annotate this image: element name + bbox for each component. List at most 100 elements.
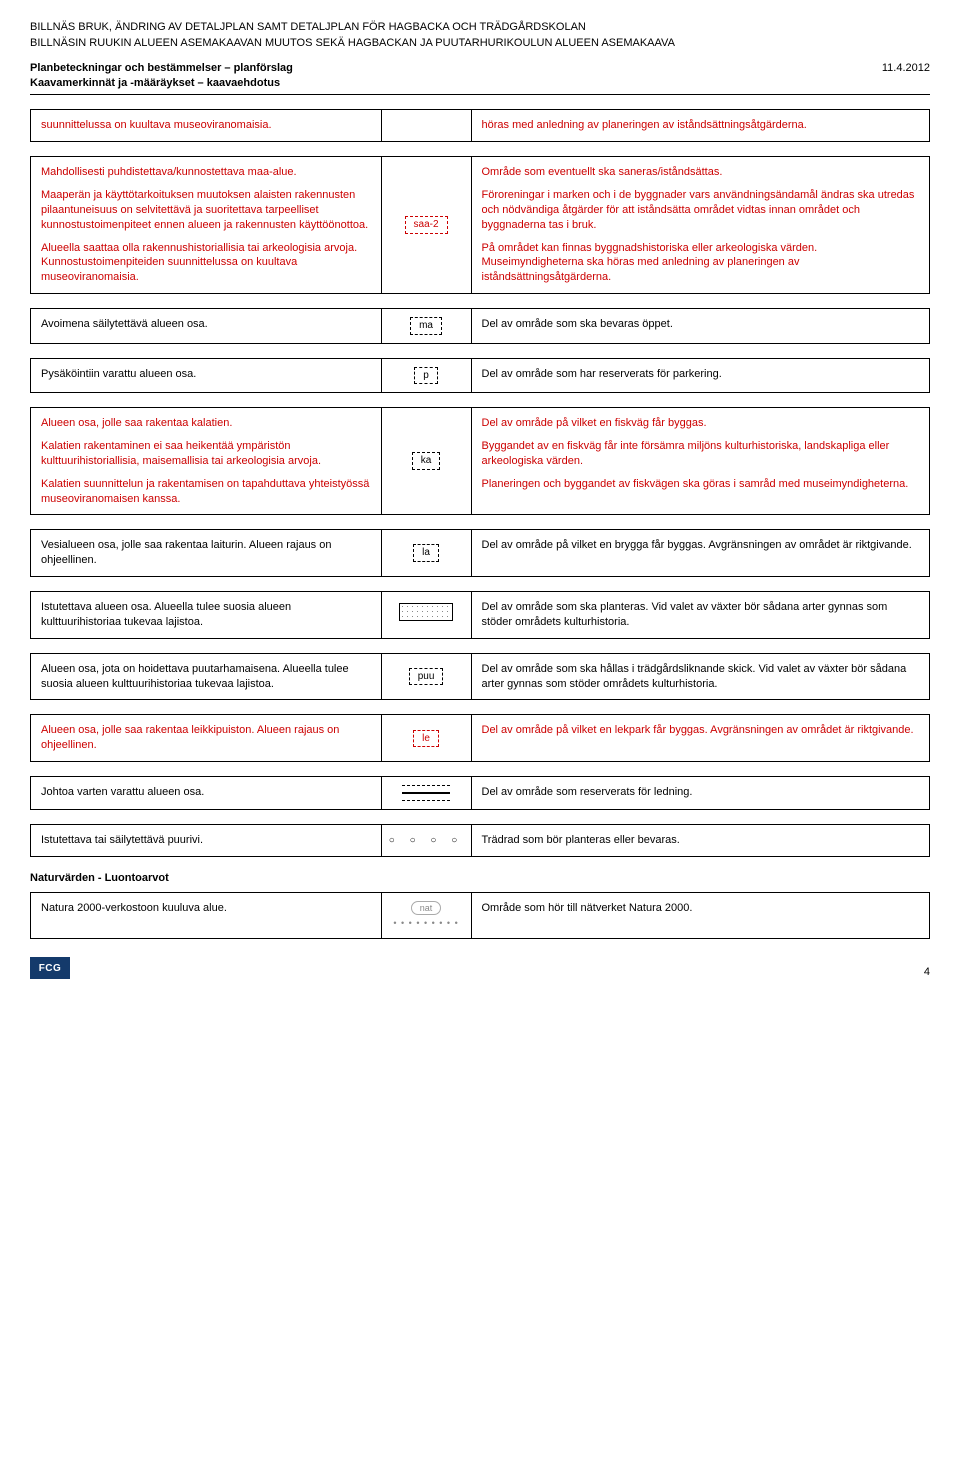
cell-left: suunnittelussa on kuultava museoviranoma…	[31, 110, 382, 142]
cell-text: Område som hör till nätverket Natura 200…	[482, 901, 920, 916]
cell-left: Johtoa varten varattu alueen osa.	[31, 777, 382, 810]
cell-text: suunnittelussa on kuultava museoviranoma…	[41, 118, 371, 133]
cell-mid: ma	[381, 309, 471, 344]
cell-mid: saa-2	[381, 157, 471, 294]
cell-right: Del av område på vilket en fiskväg får b…	[471, 408, 930, 515]
cell-text: Del av område som ska planteras. Vid val…	[482, 600, 920, 630]
cell-text: Avoimena säilytettävä alueen osa.	[41, 317, 371, 332]
header-plan-sv: Planbeteckningar och bestämmelser – plan…	[30, 62, 293, 74]
cell-text: Trädrad som bör planteras eller bevaras.	[482, 833, 920, 848]
cell-mid	[381, 592, 471, 639]
cell-right: Område som eventuellt ska saneras/istånd…	[471, 157, 930, 294]
cell-right: höras med anledning av planeringen av is…	[471, 110, 930, 142]
symbol-box: ma	[410, 317, 442, 335]
logo: FCG	[30, 957, 70, 979]
cell-text: Kalatien suunnittelun ja rakentamisen on…	[41, 477, 371, 507]
plan-row: Alueen osa, jolle saa rakentaa kalatien.…	[30, 407, 930, 515]
cell-right: Del av område som ska planteras. Vid val…	[471, 592, 930, 639]
cell-text: Alueen osa, jolle saa rakentaa leikkipui…	[41, 723, 371, 753]
cell-right: Del av område som reserverats för lednin…	[471, 777, 930, 810]
header-line-2: BILLNÄSIN RUUKIN ALUEEN ASEMAKAAVAN MUUT…	[30, 36, 930, 51]
symbol-box: ka	[412, 452, 441, 470]
cell-text: Byggandet av en fiskväg får inte försämr…	[482, 439, 920, 469]
symbol-circles: ○ ○ ○ ○	[389, 835, 464, 846]
cell-text: Alueen osa, jota on hoidettava puutarham…	[41, 662, 371, 692]
symbol-dot-box	[399, 603, 453, 621]
cell-text: Planeringen och byggandet av fiskvägen s…	[482, 477, 920, 492]
plan-row: Istutettava alueen osa. Alueella tulee s…	[30, 591, 930, 639]
cell-text: Mahdollisesti puhdistettava/kunnostettav…	[41, 165, 371, 180]
cell-text: Område som eventuellt ska saneras/istånd…	[482, 165, 920, 180]
symbol-nat: nat• • • • • • • • •	[386, 901, 467, 931]
cell-text: Del av område som har reserverats för pa…	[482, 367, 920, 382]
cell-left: Avoimena säilytettävä alueen osa.	[31, 309, 382, 344]
tables-host: suunnittelussa on kuultava museoviranoma…	[30, 109, 930, 939]
page-number: 4	[924, 965, 930, 980]
plan-row: Alueen osa, jota on hoidettava puutarham…	[30, 653, 930, 701]
cell-mid: ○ ○ ○ ○	[381, 825, 471, 857]
symbol-box: puu	[409, 668, 444, 686]
cell-left: Vesialueen osa, jolle saa rakentaa laitu…	[31, 530, 382, 577]
plan-row: Mahdollisesti puhdistettava/kunnostettav…	[30, 156, 930, 294]
header-date: 11.4.2012	[882, 61, 930, 91]
cell-right: Del av område som har reserverats för pa…	[471, 358, 930, 393]
cell-right: Del av område på vilket en brygga får by…	[471, 530, 930, 577]
cell-left: Natura 2000-verkostoon kuuluva alue.	[31, 892, 382, 939]
symbol-box: le	[413, 730, 439, 748]
header-line-1: BILLNÄS BRUK, ÄNDRING AV DETALJPLAN SAMT…	[30, 20, 930, 35]
cell-text: höras med anledning av planeringen av is…	[482, 118, 920, 133]
cell-left: Mahdollisesti puhdistettava/kunnostettav…	[31, 157, 382, 294]
cell-text: Föroreningar i marken och i de byggnader…	[482, 188, 920, 233]
symbol-box: saa-2	[405, 216, 448, 234]
cell-text: Kalatien rakentaminen ei saa heikentää y…	[41, 439, 371, 469]
plan-row: suunnittelussa on kuultava museoviranoma…	[30, 109, 930, 142]
symbol-box: p	[414, 367, 438, 385]
cell-left: Alueen osa, jolle saa rakentaa leikkipui…	[31, 715, 382, 762]
cell-right: Del av område som ska hållas i trädgårds…	[471, 653, 930, 700]
cell-text: Del av område som ska bevaras öppet.	[482, 317, 920, 332]
section-heading: Naturvärden - Luontoarvot	[30, 871, 930, 886]
header-plan-block: Planbeteckningar och bestämmelser – plan…	[30, 61, 293, 91]
cell-text: Pysäköintiin varattu alueen osa.	[41, 367, 371, 382]
cell-mid: le	[381, 715, 471, 762]
header-plan-fi: Kaavamerkinnät ja -määräykset – kaavaehd…	[30, 77, 280, 89]
page-header: BILLNÄS BRUK, ÄNDRING AV DETALJPLAN SAMT…	[30, 20, 930, 95]
plan-row: Alueen osa, jolle saa rakentaa leikkipui…	[30, 714, 930, 762]
cell-left: Istutettava tai säilytettävä puurivi.	[31, 825, 382, 857]
cell-mid: la	[381, 530, 471, 577]
symbol-box: la	[413, 544, 439, 562]
plan-row: Vesialueen osa, jolle saa rakentaa laitu…	[30, 529, 930, 577]
cell-text: Alueella saattaa olla rakennushistoriall…	[41, 241, 371, 286]
plan-row: Istutettava tai säilytettävä puurivi. ○ …	[30, 824, 930, 857]
plan-row: Avoimena säilytettävä alueen osa. ma Del…	[30, 308, 930, 344]
cell-left: Pysäköintiin varattu alueen osa.	[31, 358, 382, 393]
plan-row: Johtoa varten varattu alueen osa. Del av…	[30, 776, 930, 810]
cell-left: Istutettava alueen osa. Alueella tulee s…	[31, 592, 382, 639]
cell-right: Trädrad som bör planteras eller bevaras.	[471, 825, 930, 857]
cell-text: Del av område på vilket en lekpark får b…	[482, 723, 920, 738]
cell-right: Område som hör till nätverket Natura 200…	[471, 892, 930, 939]
cell-left: Alueen osa, jota on hoidettava puutarham…	[31, 653, 382, 700]
symbol-lines	[386, 785, 467, 801]
cell-mid: puu	[381, 653, 471, 700]
cell-text: Johtoa varten varattu alueen osa.	[41, 785, 371, 800]
cell-text: Natura 2000-verkostoon kuuluva alue.	[41, 901, 371, 916]
cell-mid	[381, 777, 471, 810]
cell-text: Vesialueen osa, jolle saa rakentaa laitu…	[41, 538, 371, 568]
cell-text: På området kan finnas byggnadshistoriska…	[482, 241, 920, 286]
cell-text: Del av område som reserverats för lednin…	[482, 785, 920, 800]
cell-text: Maaperän ja käyttötarkoituksen muutoksen…	[41, 188, 371, 233]
cell-left: Alueen osa, jolle saa rakentaa kalatien.…	[31, 408, 382, 515]
cell-text: Del av område på vilket en brygga får by…	[482, 538, 920, 553]
cell-text: Istutettava alueen osa. Alueella tulee s…	[41, 600, 371, 630]
cell-text: Del av område som ska hållas i trädgårds…	[482, 662, 920, 692]
cell-text: Del av område på vilket en fiskväg får b…	[482, 416, 920, 431]
plan-row: Natura 2000-verkostoon kuuluva alue. nat…	[30, 892, 930, 940]
cell-text: Alueen osa, jolle saa rakentaa kalatien.	[41, 416, 371, 431]
plan-row: Pysäköintiin varattu alueen osa. p Del a…	[30, 358, 930, 394]
cell-mid: ka	[381, 408, 471, 515]
cell-right: Del av område som ska bevaras öppet.	[471, 309, 930, 344]
footer: FCG 4	[30, 957, 930, 979]
cell-text: Istutettava tai säilytettävä puurivi.	[41, 833, 371, 848]
cell-mid: p	[381, 358, 471, 393]
